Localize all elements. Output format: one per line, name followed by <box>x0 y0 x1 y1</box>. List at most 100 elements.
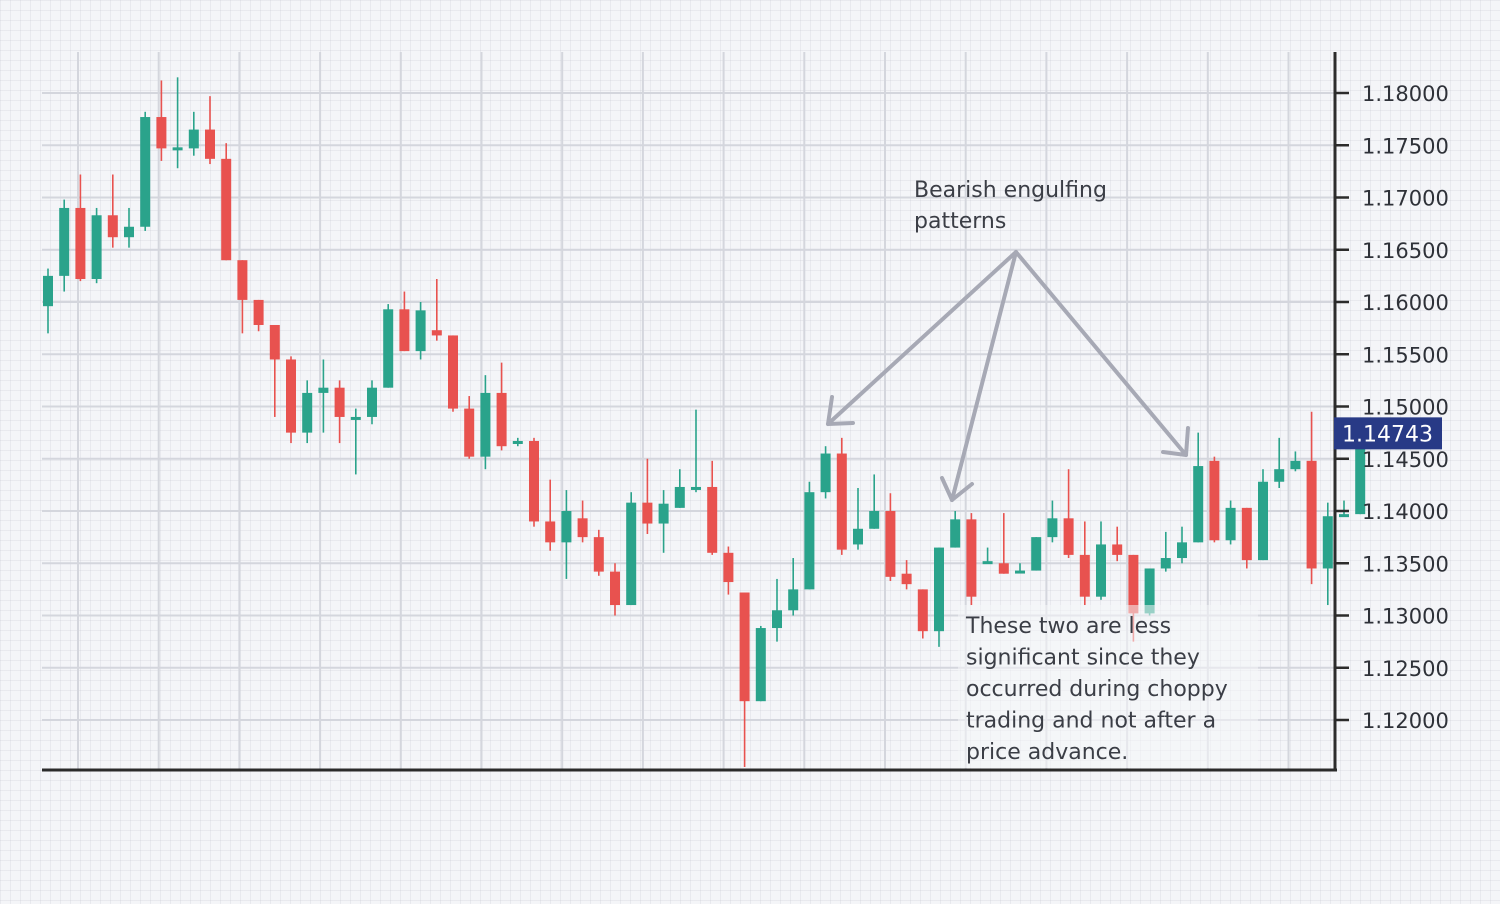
candle <box>140 111 151 231</box>
annotation-note-background <box>958 605 1258 768</box>
candle <box>593 529 604 576</box>
candle-body <box>188 129 199 149</box>
candle-body <box>610 571 620 606</box>
candle <box>1079 521 1090 606</box>
candle <box>383 304 394 388</box>
candle-body <box>464 408 475 457</box>
candle-body <box>221 158 232 261</box>
candle-body <box>1047 518 1058 538</box>
candle-body <box>836 453 847 550</box>
candle <box>496 362 507 451</box>
candle-body <box>480 392 491 457</box>
y-tick-label: 1.13500 <box>1362 552 1449 576</box>
candle <box>934 547 944 647</box>
candle-body <box>917 589 928 632</box>
candle-body <box>1177 542 1187 559</box>
candle-body <box>91 215 102 280</box>
candle <box>820 446 831 499</box>
candle-body <box>1160 558 1171 569</box>
candle-body <box>885 511 896 577</box>
candle-body <box>674 486 685 508</box>
candle <box>982 547 993 565</box>
y-tick-label: 1.12000 <box>1362 709 1449 733</box>
candle-body <box>658 503 669 524</box>
candle-body <box>75 207 86 280</box>
candle <box>869 474 880 529</box>
y-tick-label: 1.13000 <box>1362 605 1449 629</box>
candle-body <box>205 129 215 159</box>
annotation-line: trading and not after a <box>966 709 1216 734</box>
last-price-label: 1.14743 <box>1342 422 1433 447</box>
candle-body <box>642 502 653 524</box>
candle-body <box>383 309 394 388</box>
candle-body <box>1355 433 1366 515</box>
candle <box>836 437 847 555</box>
candle <box>1274 437 1285 489</box>
candle <box>1290 451 1301 472</box>
candle-body <box>788 589 799 611</box>
candle <box>658 490 669 553</box>
y-tick-label: 1.16000 <box>1362 291 1449 315</box>
candle-body <box>1209 460 1220 541</box>
arrow-shaft-3 <box>1014 250 1188 457</box>
candle <box>1322 502 1333 606</box>
candle-body <box>1096 544 1106 597</box>
candle <box>1096 521 1106 600</box>
candle-body <box>869 511 880 529</box>
candle-body <box>269 324 280 360</box>
candle-body <box>998 563 1009 574</box>
candle <box>107 174 118 248</box>
candle <box>610 563 620 616</box>
candle <box>399 291 410 352</box>
candle <box>739 592 750 768</box>
candle-body <box>755 628 766 702</box>
candle-body <box>739 592 750 702</box>
candle-body <box>140 117 151 227</box>
candle-body <box>1144 568 1155 614</box>
candle-body <box>561 511 572 543</box>
annotation-less-significant: These two are less significant since the… <box>965 614 1235 765</box>
candle <box>75 174 86 282</box>
candle <box>1047 500 1058 543</box>
candle <box>642 458 653 534</box>
candle <box>917 589 928 639</box>
y-tick-label: 1.17000 <box>1362 187 1449 211</box>
candle-body <box>950 519 961 548</box>
candle <box>91 207 102 284</box>
candle-body <box>1015 570 1025 574</box>
last-price-tag: 1.14743 <box>1334 417 1442 450</box>
candle <box>367 380 377 425</box>
candle <box>950 511 961 548</box>
candle <box>512 437 523 447</box>
candle-body <box>367 387 377 417</box>
candle <box>901 560 912 590</box>
y-tick-label: 1.15000 <box>1362 396 1449 420</box>
candle-body <box>934 547 944 632</box>
candle-body <box>1112 544 1123 555</box>
y-tick-label: 1.12500 <box>1362 657 1449 681</box>
candle-body <box>529 440 539 522</box>
candle-body <box>124 226 134 238</box>
candle <box>269 324 280 417</box>
candle <box>1177 526 1187 564</box>
candle <box>464 396 475 459</box>
candle-body <box>1031 537 1042 571</box>
candle <box>302 380 313 444</box>
annotation-bearish-engulfing: Bearish engulfing patterns <box>914 178 1114 234</box>
candle-body <box>901 573 912 585</box>
candle-body <box>237 260 248 300</box>
annotation-arrows <box>826 250 1190 502</box>
candle-body <box>1193 466 1204 543</box>
y-axis-ticks: 1.18000 1.17500 1.17000 1.16500 1.16000 1.155… <box>1335 82 1449 733</box>
annotation-line: significant since they <box>966 646 1200 671</box>
candle <box>1193 432 1204 543</box>
candle-body <box>1306 460 1317 569</box>
candle-body <box>172 147 183 151</box>
y-tick-label: 1.17500 <box>1362 134 1449 158</box>
annotation-line: price advance. <box>966 740 1128 765</box>
y-tick-label: 1.16500 <box>1362 239 1449 263</box>
candle-body <box>1258 481 1268 561</box>
candle <box>318 359 329 433</box>
candle <box>431 279 442 341</box>
